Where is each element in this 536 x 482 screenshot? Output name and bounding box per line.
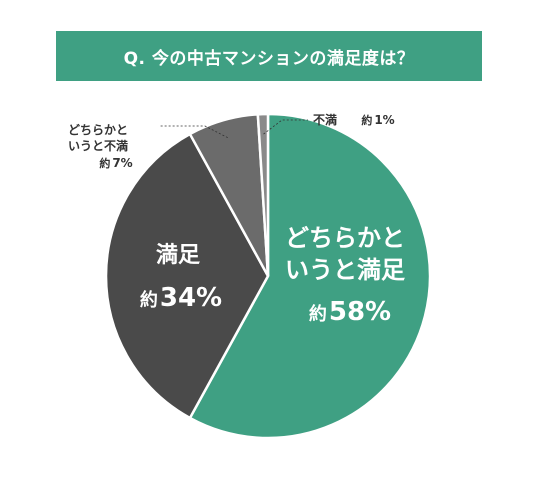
data-label-somewhat-dissatisfied-line1: どちらかと <box>68 123 128 137</box>
data-label-dissatisfied-value: 約 1% <box>361 113 394 127</box>
data-label-satisfied-value: 約34% <box>140 283 222 313</box>
leader-line-somewhat-dissatisfied <box>160 125 228 139</box>
data-label-somewhat-dissatisfied-value: 約 7% <box>99 156 132 170</box>
pie-slice-satisfied <box>104 132 270 420</box>
data-label-dissatisfied-name: 不満 <box>313 112 337 127</box>
data-label-somewhat-satisfied-line2: いうと満足 <box>285 256 405 284</box>
pie-slice-dissatisfied <box>256 112 270 277</box>
data-label-somewhat-satisfied-line1: どちらかと <box>285 224 405 252</box>
data-label-somewhat-dissatisfied-line2: いうと不満 <box>68 138 128 153</box>
leader-line-dissatisfied <box>263 119 308 135</box>
pie-slice-somewhat-satisfied <box>188 112 432 440</box>
chart-title: Q. 今の中古マンションの満足度は？ <box>56 31 482 81</box>
data-label-somewhat-satisfied-value: 約58% <box>309 297 391 327</box>
data-label-satisfied-line1: 満足 <box>156 242 200 268</box>
